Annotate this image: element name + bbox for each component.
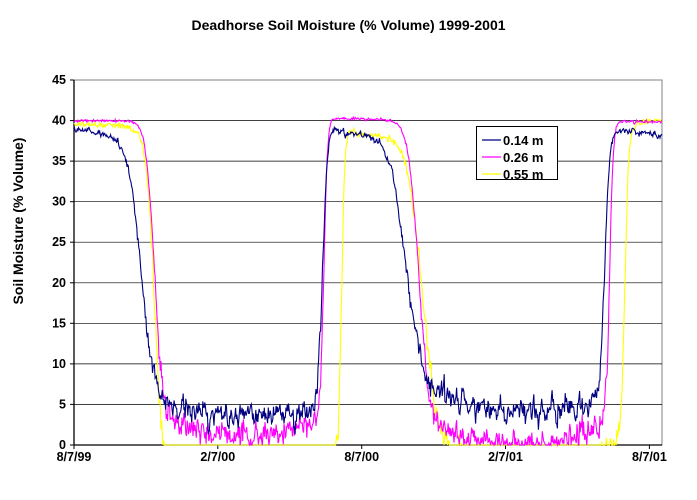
svg-text:25: 25 [52,235,66,249]
svg-text:2/7/01: 2/7/01 [488,450,523,464]
svg-text:5: 5 [59,397,66,411]
svg-text:8/7/01: 8/7/01 [632,450,667,464]
svg-text:20: 20 [52,276,66,290]
svg-text:35: 35 [52,154,66,168]
svg-text:30: 30 [52,195,66,209]
svg-text:2/7/00: 2/7/00 [200,450,235,464]
svg-text:15: 15 [52,316,66,330]
svg-text:8/7/99: 8/7/99 [57,450,92,464]
svg-text:8/7/00: 8/7/00 [344,450,379,464]
svg-text:40: 40 [52,114,66,128]
svg-text:10: 10 [52,357,66,371]
svg-text:45: 45 [52,73,66,87]
